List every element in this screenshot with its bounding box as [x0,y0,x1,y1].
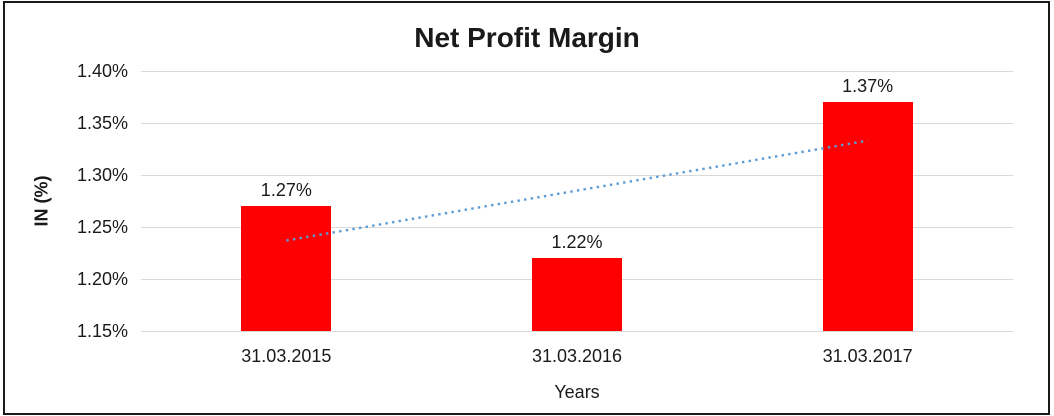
x-axis-tick-label: 31.03.2017 [822,346,913,366]
y-axis-tick-label: 1.30% [76,165,128,185]
gridline [141,70,1013,72]
bar-data-label: 1.27% [260,180,312,201]
y-axis-tick-label: 1.15% [76,321,128,341]
bar-data-label: 1.22% [551,232,603,253]
bar [241,206,332,331]
x-axis-tick-label: 31.03.2015 [241,346,332,366]
bar [822,102,913,331]
y-axis-tick-label: 1.25% [76,217,128,237]
bar-data-label: 1.37% [842,76,894,97]
gridline [141,330,1013,332]
y-axis-tick-label: 1.35% [76,113,128,133]
y-axis-tick-label: 1.40% [76,61,128,81]
x-axis-tick-label: 31.03.2016 [531,346,623,366]
gridline [141,122,1013,124]
bar [532,258,622,331]
x-axis-title: Years [554,382,600,402]
y-axis-tick-label: 1.20% [76,269,128,289]
chart-title: Net Profit Margin [414,22,640,53]
